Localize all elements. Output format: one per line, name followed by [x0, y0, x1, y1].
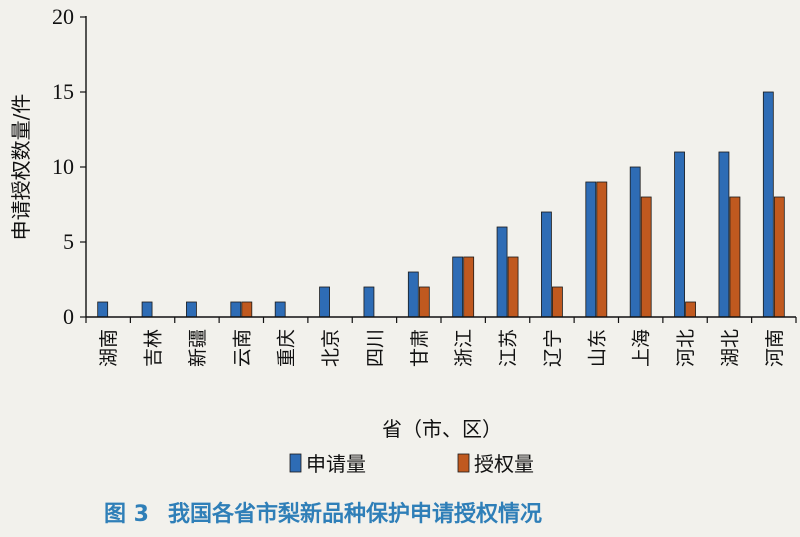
bar-application	[541, 211, 552, 318]
bar-grant	[596, 181, 608, 318]
bar-application	[629, 166, 641, 318]
bar-grant	[507, 256, 519, 318]
legend-swatch	[289, 453, 302, 473]
bar-application	[585, 181, 597, 318]
y-tick-label: 20	[52, 4, 74, 29]
figure-caption-number: 图 3	[104, 502, 149, 527]
x-category-label: 云南	[231, 329, 253, 367]
x-category-label: 新疆	[187, 329, 209, 367]
bar-application	[674, 151, 685, 318]
bar-application	[230, 301, 242, 318]
x-category-label: 甘肃	[409, 329, 431, 367]
x-category-label: 湖南	[98, 329, 120, 367]
y-tick-label: 10	[52, 154, 74, 179]
x-category-label: 江苏	[498, 329, 520, 367]
bar-application	[452, 256, 464, 318]
x-category-label: 四川	[364, 329, 386, 367]
bar-application	[97, 301, 109, 318]
bar-application	[274, 301, 286, 318]
x-axis-labels: 湖南 吉林 新疆 云南 重庆 北京 四川 甘肃 浙江 江苏 辽宁 山东 上海 河北 湖北 河南	[98, 329, 786, 367]
bar-application	[319, 286, 330, 318]
x-category-label: 河南	[764, 329, 786, 367]
axes	[85, 16, 797, 323]
bar-application	[718, 151, 730, 318]
bar-application	[762, 91, 774, 318]
x-category-label: 湖北	[719, 329, 741, 367]
x-axis-title: 省（市、区）	[382, 417, 502, 441]
x-category-label: 山东	[586, 329, 608, 367]
x-category-label: 重庆	[276, 329, 298, 367]
x-category-label: 吉林	[143, 329, 165, 367]
y-tick-label: 15	[52, 79, 74, 104]
bar-application	[363, 286, 375, 318]
bars-group	[97, 91, 785, 318]
y-axis-title-group: 申请授权数量/件	[9, 94, 33, 241]
figure-caption-text: 我国各省市梨新品种保护申请授权情况	[168, 501, 542, 527]
x-category-label: 北京	[320, 329, 342, 367]
legend-label: 授权量	[474, 452, 534, 476]
bar-application	[186, 301, 197, 318]
y-tick-label: 0	[63, 304, 74, 329]
bar-application	[407, 271, 419, 318]
legend: 申请量 授权量	[289, 452, 534, 476]
bar-application	[496, 226, 508, 318]
y-axis-title: 申请授权数量/件	[9, 94, 33, 241]
legend-swatch	[457, 453, 470, 473]
bar-application	[141, 301, 153, 318]
y-axis-ticks: 0 5 10 15 20	[52, 4, 86, 329]
bar-grant	[640, 196, 652, 318]
bar-grant	[418, 286, 430, 318]
bar-grant	[241, 301, 253, 318]
x-category-label: 河北	[675, 329, 697, 367]
bar-grant	[463, 256, 475, 318]
x-category-label: 辽宁	[542, 329, 564, 367]
x-category-label: 浙江	[453, 329, 475, 367]
x-category-label: 上海	[631, 329, 653, 367]
bar-grant	[552, 286, 563, 318]
bar-grant	[685, 301, 696, 318]
figure-caption: 图 3 我国各省市梨新品种保护申请授权情况	[104, 501, 542, 527]
bar-grant	[729, 196, 741, 318]
legend-label: 申请量	[306, 452, 366, 476]
y-tick-label: 5	[63, 229, 74, 254]
bar-grant	[773, 196, 785, 318]
